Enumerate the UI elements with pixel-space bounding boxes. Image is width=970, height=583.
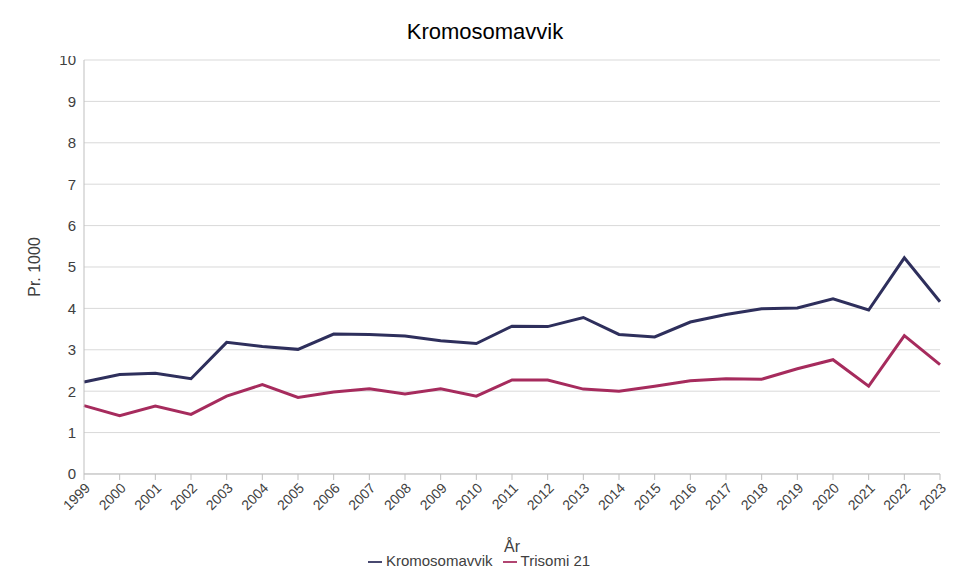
svg-text:2023: 2023 [916, 480, 949, 513]
svg-text:2006: 2006 [309, 480, 342, 513]
html-text:Kromosomavvik: Kromosomavvik [406, 19, 564, 44]
svg-text:2014: 2014 [595, 480, 628, 513]
svg-text:2007: 2007 [345, 480, 378, 513]
svg-text:2013: 2013 [559, 480, 592, 513]
svg-text:2018: 2018 [737, 480, 770, 513]
svg-text:2010: 2010 [452, 480, 485, 513]
html-text:Kromosomavvik: Kromosomavvik [385, 552, 493, 569]
svg-text:2011: 2011 [489, 480, 522, 513]
svg-text:2012: 2012 [523, 480, 556, 513]
svg-text:1: 1 [68, 424, 76, 441]
svg-text:9: 9 [68, 93, 76, 110]
svg-text:2: 2 [68, 383, 76, 400]
svg-text:2009: 2009 [416, 480, 449, 513]
svg-text:2020: 2020 [809, 480, 842, 513]
svg-text:2021: 2021 [844, 480, 877, 513]
svg-text:3: 3 [68, 341, 76, 358]
svg-text:0: 0 [68, 465, 76, 482]
svg-text:2008: 2008 [381, 480, 414, 513]
svg-text:4: 4 [68, 300, 76, 317]
svg-text:7: 7 [68, 176, 76, 193]
svg-text:2005: 2005 [274, 480, 307, 513]
svg-text:2016: 2016 [666, 480, 699, 513]
svg-text:2015: 2015 [630, 480, 663, 513]
svg-text:Pr. 1000: Pr. 1000 [26, 237, 43, 297]
html-text:Trisomi 21: Trisomi 21 [520, 552, 591, 569]
svg-text:2000: 2000 [95, 480, 128, 513]
svg-text:2001: 2001 [131, 480, 164, 513]
svg-text:2019: 2019 [773, 480, 806, 513]
svg-text:2022: 2022 [880, 480, 913, 513]
svg-text:6: 6 [68, 217, 76, 234]
svg-text:2003: 2003 [202, 480, 235, 513]
svg-text:1999: 1999 [60, 480, 93, 513]
svg-text:5: 5 [68, 258, 76, 275]
svg-text:2004: 2004 [238, 480, 271, 513]
svg-text:2017: 2017 [702, 480, 735, 513]
svg-text:8: 8 [68, 134, 76, 151]
svg-text:2002: 2002 [167, 480, 200, 513]
svg-text:År: År [504, 537, 521, 555]
svg-text:10: 10 [59, 56, 76, 68]
